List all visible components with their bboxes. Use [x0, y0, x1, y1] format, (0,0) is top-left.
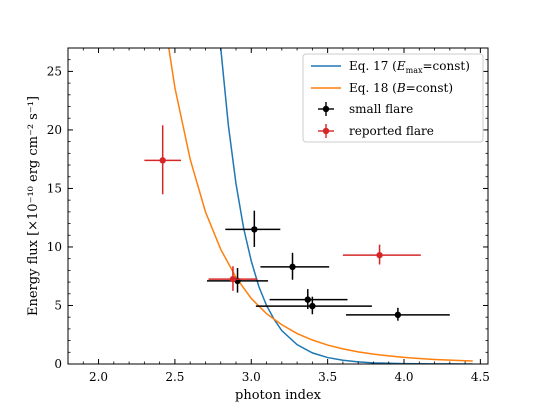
x-tick-label: 2.5 — [165, 370, 184, 384]
y-tick-label: 0 — [54, 357, 62, 371]
x-tick-label: 2.0 — [89, 370, 108, 384]
x-axis: 2.0 2.5 3.0 3.5 4.0 4.5 — [82, 48, 490, 384]
y-tick-label: 20 — [47, 123, 62, 137]
point-marker — [229, 275, 237, 283]
point-marker — [394, 311, 402, 319]
legend: Eq. 17 (Emax=const) Eq. 18 (B=const) sma… — [302, 53, 484, 143]
data-point-small-flare — [206, 268, 269, 293]
y-axis: 0 5 10 15 20 25 — [47, 47, 488, 371]
legend-box — [302, 53, 484, 143]
y-tick-label: 10 — [47, 240, 62, 254]
point-marker — [159, 157, 166, 164]
point-marker — [376, 251, 383, 259]
data-point-reported-flare — [342, 244, 421, 265]
data-point-small-flare — [260, 252, 330, 280]
legend-marker-small-flare — [318, 102, 334, 116]
legend-label-reported-flare: reported flare — [349, 124, 434, 138]
plot-frame — [67, 47, 489, 365]
point-marker — [309, 302, 316, 310]
x-tick-label: 3.0 — [242, 370, 261, 384]
series-line-eq-18-b-const — [168, 48, 473, 362]
x-tick-label: 4.5 — [471, 370, 490, 384]
legend-label-small-flare: small flare — [349, 102, 413, 116]
data-point-small-flare — [225, 210, 281, 247]
point-marker — [251, 226, 258, 233]
series-reported-flare — [144, 125, 421, 291]
point-marker — [289, 263, 296, 271]
data-point-small-flare — [345, 307, 450, 321]
point-marker — [304, 296, 311, 303]
series-small-flare — [206, 210, 450, 321]
x-tick-label: 4.0 — [394, 370, 413, 384]
legend-label-eq18: Eq. 18 (B=const) — [349, 81, 453, 95]
x-tick-label: 3.5 — [318, 370, 337, 384]
legend-label-eq17: Eq. 17 (Emax=const) — [349, 59, 470, 75]
data-point-reported-flare — [144, 125, 182, 195]
data-point-small-flare — [255, 296, 372, 315]
data-point-reported-flare — [208, 266, 258, 291]
y-tick-label: 25 — [47, 64, 62, 78]
y-tick-label: 5 — [54, 298, 62, 312]
y-axis-label: Energy flux [×10⁻¹⁰ erg cm⁻² s⁻¹] — [26, 96, 41, 316]
y-tick-label: 15 — [47, 181, 62, 195]
series-layer — [144, 48, 473, 364]
legend-marker-reported-flare — [318, 124, 334, 138]
x-axis-label: photon index — [235, 388, 322, 403]
